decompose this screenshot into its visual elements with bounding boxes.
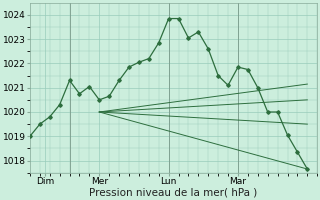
X-axis label: Pression niveau de la mer( hPa ): Pression niveau de la mer( hPa ) [90,187,258,197]
